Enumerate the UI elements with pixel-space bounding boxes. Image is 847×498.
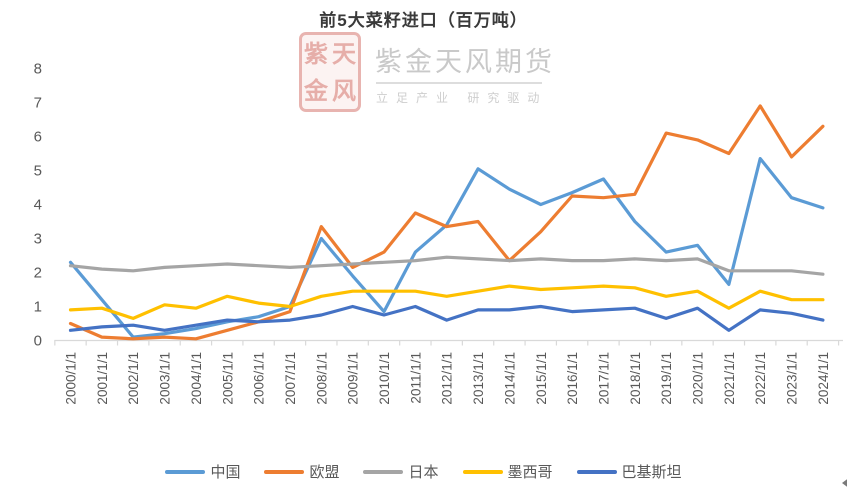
legend-label: 日本 (408, 464, 439, 481)
legend-swatch (363, 469, 404, 474)
x-axis-label: 2005/1/1 (220, 352, 235, 405)
x-axis-label: 2021/1/1 (722, 352, 737, 405)
y-axis-label: 3 (34, 231, 42, 248)
series-line-巴基斯坦 (68, 304, 825, 332)
y-axis-label: 5 (34, 163, 42, 180)
series-line-墨西哥 (68, 284, 825, 320)
x-axis-label: 2000/1/1 (64, 352, 79, 405)
x-axis-label: 2011/1/1 (408, 352, 423, 404)
legend-label: 墨西哥 (507, 464, 553, 481)
legend-swatch (264, 469, 305, 474)
x-axis-label: 2023/1/1 (785, 352, 800, 405)
x-axis-label: 2020/1/1 (691, 352, 706, 405)
y-axis-label: 8 (34, 61, 42, 78)
x-axis-label: 2013/1/1 (471, 352, 486, 405)
x-axis-label: 2002/1/1 (126, 352, 141, 405)
series-line-日本 (68, 255, 825, 276)
x-axis-label: 2014/1/1 (502, 352, 517, 405)
legend-item-欧盟: 欧盟 (264, 461, 339, 482)
x-axis-label: 2007/1/1 (283, 352, 298, 405)
x-axis-label: 2006/1/1 (252, 352, 267, 405)
x-axis-label: 2016/1/1 (565, 352, 580, 405)
x-axis-label: 2003/1/1 (158, 352, 173, 405)
series-line-中国 (68, 157, 825, 339)
x-axis-label: 2015/1/1 (534, 352, 549, 405)
x-axis-label: 2024/1/1 (816, 352, 831, 405)
y-axis-label: 1 (34, 299, 42, 316)
x-axis-label: 2012/1/1 (440, 352, 455, 405)
x-axis-label: 2001/1/1 (95, 352, 110, 405)
legend-item-巴基斯坦: 巴基斯坦 (576, 461, 682, 482)
legend-label: 欧盟 (309, 464, 340, 481)
chart-legend: 中国 欧盟 日本 墨西哥 巴基斯坦 (0, 461, 847, 482)
legend-label: 中国 (210, 464, 241, 481)
legend-swatch (165, 469, 206, 474)
legend-item-中国: 中国 (165, 461, 240, 482)
legend-swatch (576, 469, 617, 474)
series-line-欧盟 (68, 104, 825, 341)
legend-item-日本: 日本 (363, 461, 439, 482)
y-axis-label: 2 (34, 265, 42, 282)
legend-label: 巴基斯坦 (621, 464, 682, 481)
y-axis-label: 0 (34, 333, 42, 350)
x-axis-label: 2008/1/1 (314, 352, 329, 405)
y-axis-label: 4 (34, 197, 42, 214)
x-axis-label: 2009/1/1 (346, 352, 361, 405)
legend-swatch (462, 469, 503, 474)
x-axis-label: 2019/1/1 (659, 352, 674, 405)
x-axis-label: 2022/1/1 (753, 352, 768, 405)
legend-item-墨西哥: 墨西哥 (462, 461, 553, 482)
x-axis-label: 2004/1/1 (189, 352, 204, 405)
y-axis-label: 7 (34, 95, 42, 112)
cursor-arrow-icon (842, 477, 847, 489)
chart-title: 前5大菜籽进口（百万吨） (319, 11, 528, 30)
x-axis-label: 2018/1/1 (628, 352, 643, 405)
x-axis-label: 2017/1/1 (596, 352, 611, 405)
x-axis-label: 2010/1/1 (377, 352, 392, 405)
plot-area: 0 1 2 3 4 5 6 7 8 2000/1/1 2001/1/1 2002/1/1 2003/1/… (34, 61, 843, 405)
y-axis-label: 6 (34, 129, 42, 146)
